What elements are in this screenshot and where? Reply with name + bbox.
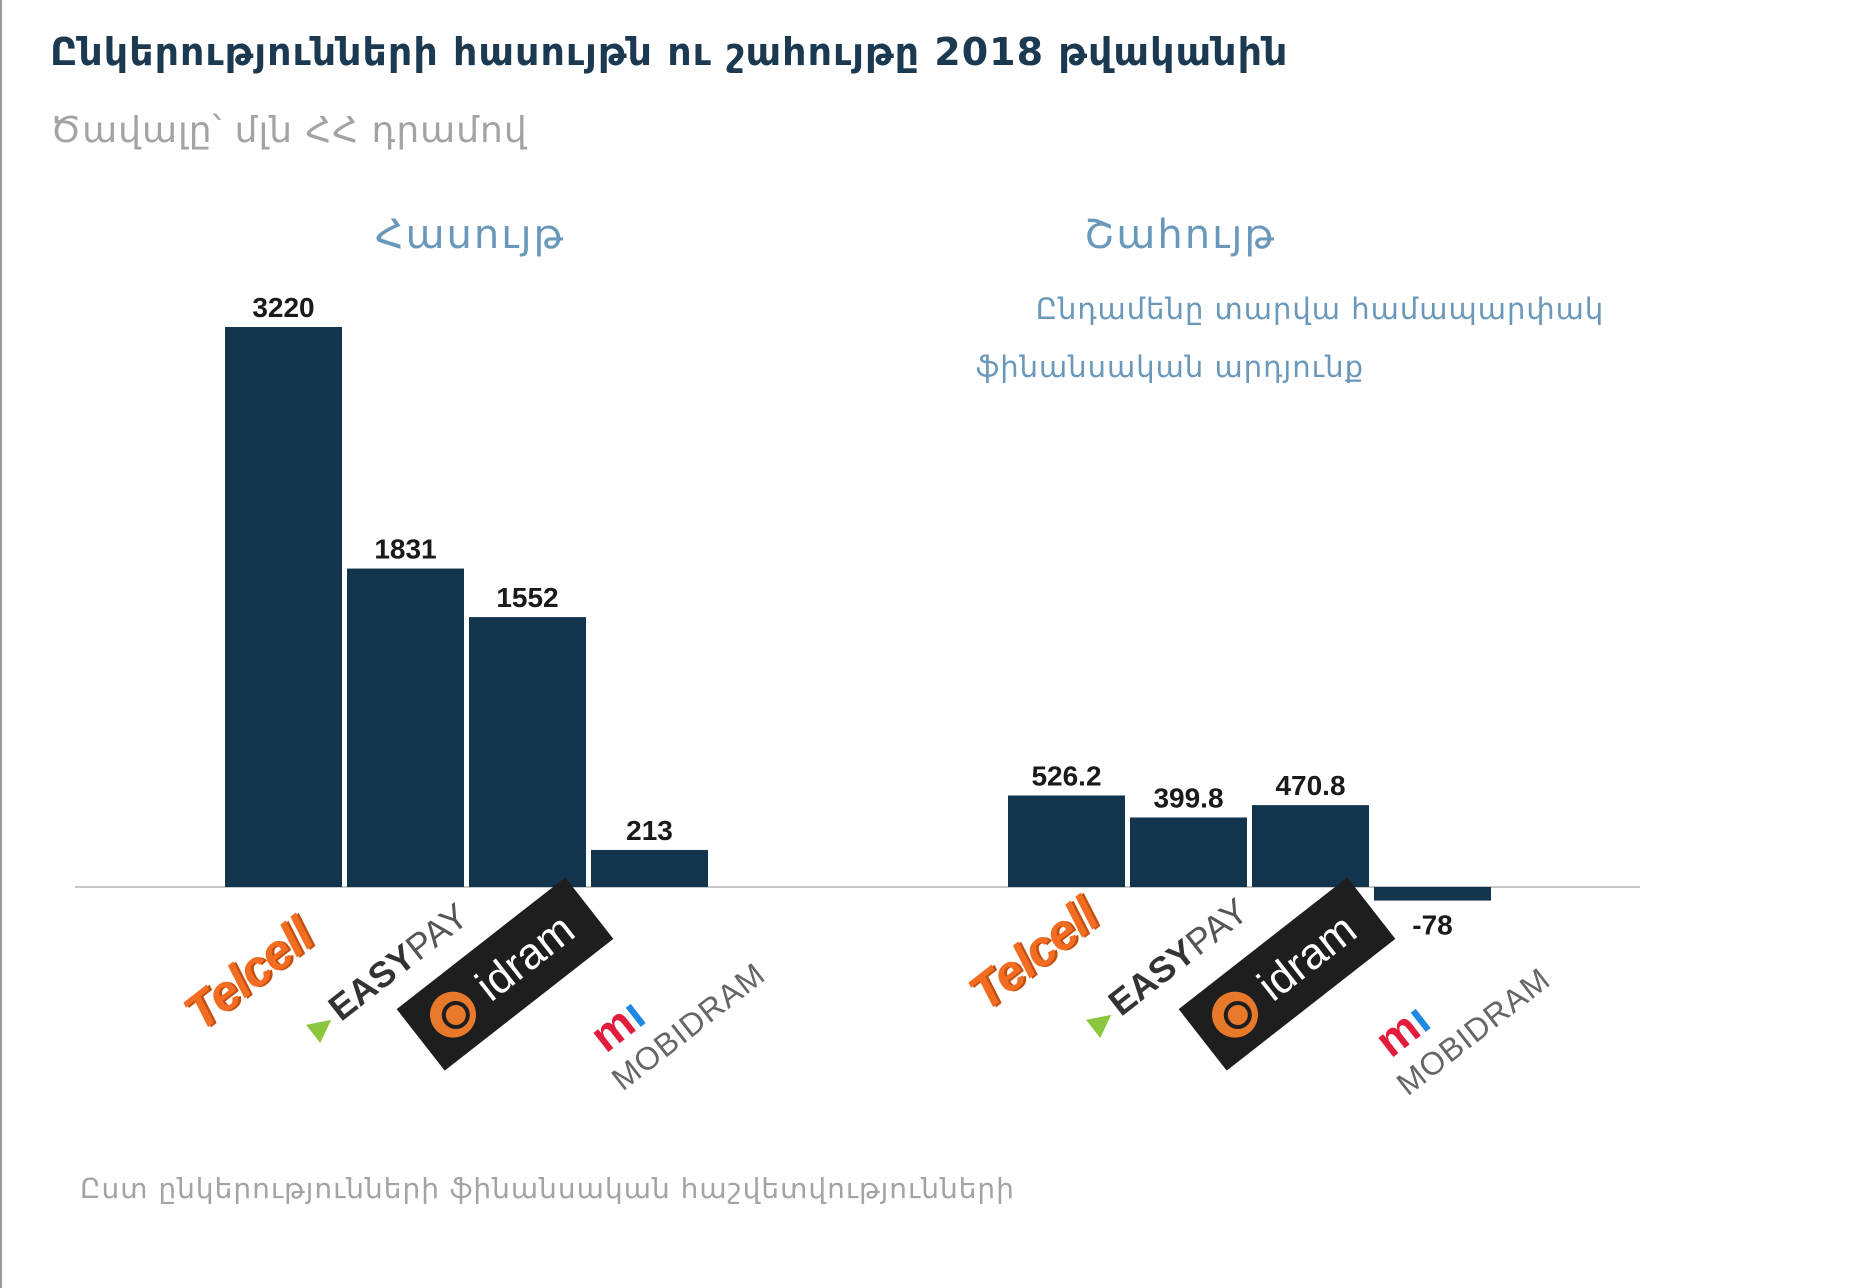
profit-panel-subtitle-line2: ֆինանսական արդյունք <box>975 350 1365 384</box>
bar-profit-easypay <box>1130 817 1247 887</box>
idram-mark-icon <box>1202 982 1268 1047</box>
value-label-profit-telcell: 526.2 <box>1031 760 1101 791</box>
chart-title: Ընկերությունների հասույթն ու շահույթը 20… <box>50 30 1289 74</box>
bar-revenue-idram <box>469 617 586 887</box>
bar-profit-mobidram <box>1374 887 1491 901</box>
revenue-panel-title: Հասույթ <box>374 212 566 258</box>
value-label-revenue-telcell: 3220 <box>252 292 314 323</box>
profit-panel-title: Շահույթ <box>1084 212 1276 258</box>
value-label-revenue-mobidram: 213 <box>626 815 673 846</box>
bar-revenue-telcell <box>225 327 342 887</box>
bar-profit-telcell <box>1008 795 1125 887</box>
left-border <box>0 0 2 1288</box>
bar-profit-idram <box>1252 805 1369 887</box>
source-footnote: Ըստ ընկերությունների ֆինանսական հաշվետվո… <box>80 1172 1015 1205</box>
idram-mark-icon <box>420 982 486 1047</box>
bar-revenue-mobidram <box>591 849 708 887</box>
bar-revenue-easypay <box>347 568 464 887</box>
profit-panel-subtitle-line1: Ընդամենը տարվա համապարփակ <box>1035 292 1605 326</box>
chart-subtitle: Ծավալը՝ մլն ՀՀ դրամով <box>50 110 528 151</box>
value-label-revenue-idram: 1552 <box>496 582 558 613</box>
value-label-revenue-easypay: 1831 <box>374 534 436 565</box>
value-label-profit-mobidram: -78 <box>1412 910 1452 941</box>
value-label-profit-idram: 470.8 <box>1275 770 1345 801</box>
value-label-profit-easypay: 399.8 <box>1153 782 1223 813</box>
